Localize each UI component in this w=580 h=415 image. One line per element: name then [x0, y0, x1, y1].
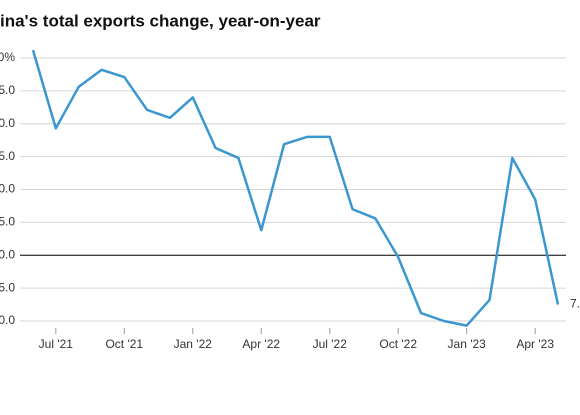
x-tick-label: Apr '22	[242, 337, 280, 351]
y-tick-label: 5.0	[0, 215, 15, 229]
y-tick-label: 0.0	[0, 247, 15, 261]
x-tick-label: Oct '22	[379, 337, 417, 351]
chart-title: ina's total exports change, year-on-year	[0, 11, 321, 30]
y-tick-label: 5.0	[0, 83, 15, 97]
y-tick-label: 0%	[0, 50, 15, 64]
x-tick-label: Oct '21	[105, 337, 143, 351]
y-tick-label: 0.0	[0, 182, 15, 196]
x-tick-label: Jul '22	[313, 337, 348, 351]
y-tick-label: 5.0	[0, 149, 15, 163]
y-tick-label: 0.0	[0, 116, 15, 130]
y-tick-label: 5.0	[0, 280, 15, 294]
line	[31, 49, 560, 327]
y-tick-label: 0.0	[0, 313, 15, 327]
x-tick-label: Jan '22	[174, 337, 213, 351]
x-tick-label: Apr '23	[516, 337, 554, 351]
value-label: 7.5	[570, 297, 580, 311]
x-tick-label: Jul '21	[39, 337, 74, 351]
x-tick-label: Jan '23	[448, 337, 487, 351]
